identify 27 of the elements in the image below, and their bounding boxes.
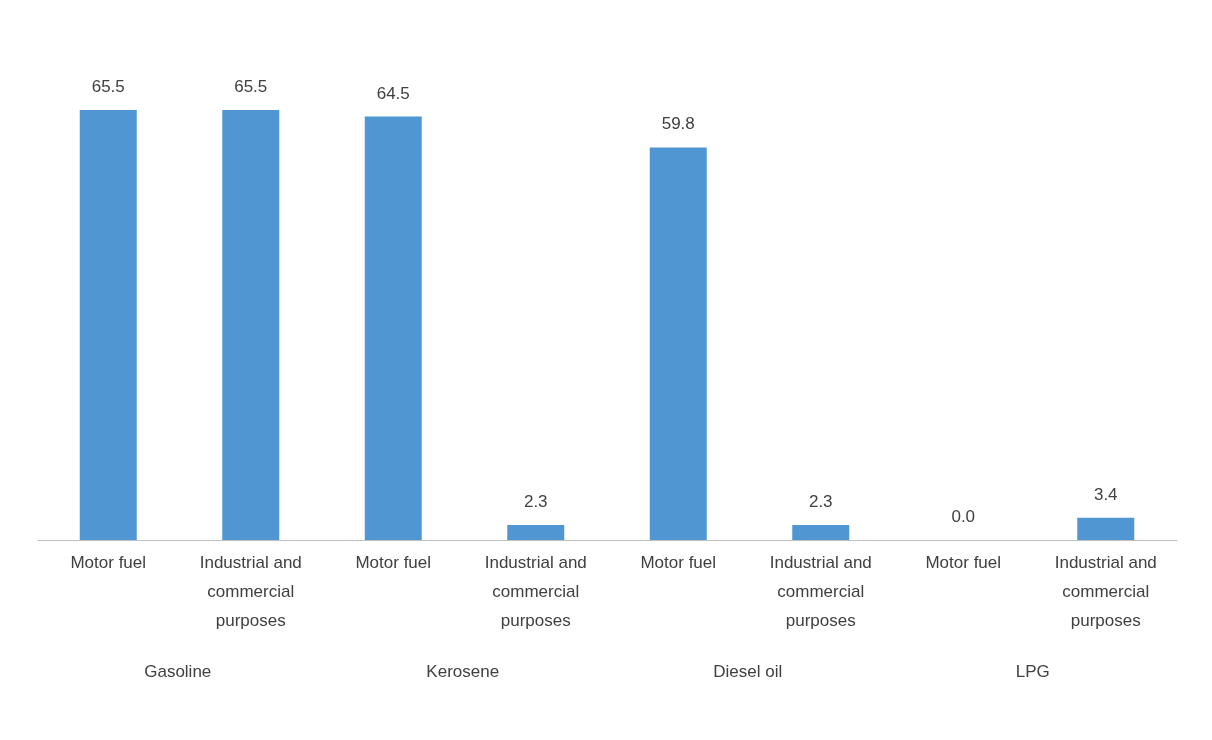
data-label: 2.3 bbox=[523, 491, 548, 511]
bar bbox=[1077, 517, 1135, 540]
bar bbox=[792, 524, 850, 540]
data-label: 3.4 bbox=[1093, 484, 1118, 504]
bar bbox=[222, 110, 280, 540]
bar bbox=[507, 524, 565, 540]
bar bbox=[649, 147, 707, 540]
x-tick-label: Motor fuel bbox=[70, 552, 147, 572]
data-label: 65.5 bbox=[91, 77, 125, 96]
x-tick-label: Motor fuel bbox=[640, 552, 717, 572]
bar bbox=[79, 110, 137, 540]
x-tick-label: Industrial and commercial purposes bbox=[484, 552, 587, 630]
text: LPG bbox=[1015, 662, 1050, 681]
x-tick-label: Industrial and commercial purposes bbox=[199, 552, 302, 630]
text: Kerosene bbox=[426, 662, 500, 681]
x-tick-label: Industrial and commercial purposes bbox=[769, 552, 872, 630]
x-tick-label: Motor fuel bbox=[925, 552, 1002, 572]
text: Gasoline bbox=[144, 662, 212, 681]
data-label: 0.0 bbox=[951, 507, 976, 526]
data-label: 64.5 bbox=[376, 83, 410, 103]
x-tick-label: Motor fuel bbox=[355, 552, 432, 572]
data-label: 2.3 bbox=[808, 491, 833, 511]
data-label: 65.5 bbox=[234, 77, 268, 96]
text: Diesel oil bbox=[713, 662, 783, 681]
bar bbox=[364, 116, 422, 540]
x-tick-label: Industrial and commercial purposes bbox=[1054, 552, 1157, 630]
data-label: 59.8 bbox=[661, 114, 695, 134]
